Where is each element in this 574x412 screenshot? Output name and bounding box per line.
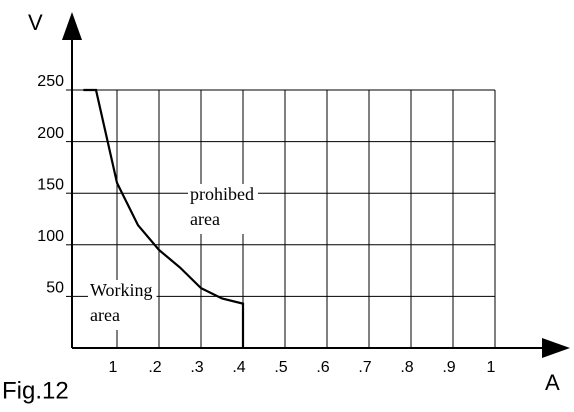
x-tick-label: 1 [487, 359, 496, 376]
x-tick-label: .2 [148, 359, 161, 376]
annotation-background [88, 280, 157, 330]
x-tick-label: .4 [232, 359, 245, 376]
x-tick-label: .3 [190, 359, 203, 376]
x-axis-arrow [542, 338, 570, 358]
x-axis-label: A [545, 370, 560, 395]
x-tick-label: 1 [109, 359, 118, 376]
x-tick-label: .6 [316, 359, 329, 376]
y-axis-arrow [62, 12, 82, 40]
x-tick-label: .8 [400, 359, 413, 376]
x-tick-label: .5 [274, 359, 287, 376]
annotation-background [188, 184, 258, 234]
caption: Fig.12 [2, 377, 69, 404]
y-tick-label: 50 [46, 280, 64, 297]
y-tick-label: 200 [37, 125, 64, 142]
annotation: area [90, 305, 120, 325]
x-tick-label: .7 [358, 359, 371, 376]
y-tick-label: 150 [37, 176, 64, 193]
y-axis-label: V [28, 10, 43, 35]
x-tick-label: .9 [442, 359, 455, 376]
annotation: prohibed [190, 184, 254, 204]
annotation: area [190, 209, 220, 229]
y-tick-label: 100 [37, 228, 64, 245]
annotation: Working [90, 280, 153, 300]
y-tick-label: 250 [37, 73, 64, 90]
curve [83, 88, 245, 348]
